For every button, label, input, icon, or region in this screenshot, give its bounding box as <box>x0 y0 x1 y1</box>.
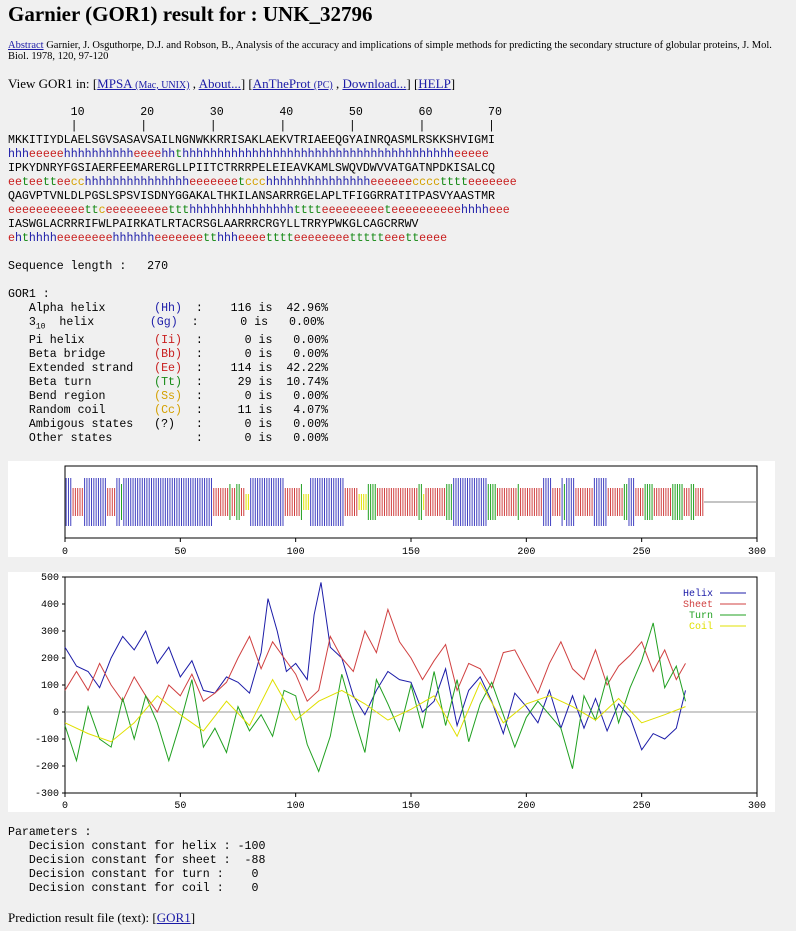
sequence-length-value: 270 <box>147 260 169 273</box>
prediction-result-file: Prediction result file (text): [GOR1] <box>8 910 196 925</box>
parameters: Parameters : Decision constant for helix… <box>8 826 265 896</box>
series-line-sheet <box>64 607 686 714</box>
help-link[interactable]: HELP <box>418 76 451 91</box>
x-tick-label: 250 <box>633 801 651 812</box>
state-row: Ambigous states (?) : 0 is 0.00% <box>8 418 329 432</box>
legend-label: Coil <box>689 621 713 633</box>
page-title: Garnier (GOR1) result for : UNK_32796 <box>8 2 373 26</box>
y-tick-label: 300 <box>41 627 59 638</box>
state-row: 310 helix (Gg) : 0 is 0.00% <box>8 316 324 332</box>
prediction-line: eeeeeeeeeeettceeeeeeeeettthhhhhhhhhhhhhh… <box>8 204 510 217</box>
state-table: Alpha helix (Hh) : 116 is 42.96% 310 hel… <box>8 302 328 446</box>
parameter-row: Decision constant for helix : -100 <box>8 840 266 853</box>
x-tick-label: 300 <box>748 547 766 557</box>
sequence-line: MKKITIYDLAELSGVSASAVSAILNGNWKKRRISAKLAEK… <box>8 134 496 147</box>
state-row: Other states : 0 is 0.00% <box>8 432 329 446</box>
prediction-line: hhheeeeehhhhhhhhhheeeehhthhhhhhhhhhhhhhh… <box>8 148 489 161</box>
series-line-turn <box>64 622 686 773</box>
state-row: Extended strand (Ee) : 114 is 42.22% <box>8 362 329 376</box>
chart-background <box>8 572 775 812</box>
x-tick-label: 200 <box>517 547 535 557</box>
x-tick-label: 50 <box>174 801 186 812</box>
sequence-alignment: 10 20 30 40 50 60 70 | | | | | | | MKKITI… <box>8 106 517 246</box>
sequence-line: IPKYDNRYFGSIAERFEEMARERGLLPIITCTRRRPELEI… <box>8 162 496 175</box>
gor1-file-link[interactable]: GOR1 <box>156 910 191 925</box>
x-tick-label: 0 <box>62 801 68 812</box>
mpsa-link[interactable]: MPSA (Mac, UNIX) <box>97 76 190 91</box>
view-in-label: View GOR1 in: <box>8 76 93 91</box>
x-tick-label: 100 <box>287 547 305 557</box>
x-tick-label: 200 <box>517 801 535 812</box>
y-tick-label: 100 <box>41 681 59 692</box>
x-tick-label: 150 <box>402 801 420 812</box>
x-tick-label: 100 <box>287 801 305 812</box>
sequence-lines: MKKITIYDLAELSGVSASAVSAILNGNWKKRRISAKLAEK… <box>8 134 517 246</box>
parameter-rows: Decision constant for helix : -100 Decis… <box>8 840 266 896</box>
state-row: Beta turn (Tt) : 29 is 10.74% <box>8 376 329 390</box>
state-row: Beta bridge (Bb) : 0 is 0.00% <box>8 348 329 362</box>
y-tick-label: 400 <box>41 600 59 611</box>
prediction-line: eeteetteecchhhhhhhhhhhhhhheeeeeeetccchhh… <box>8 176 517 189</box>
sequence-line: QAGVPTVNLDLPGSLSPSVISDNYGGAKALTHKILANSAR… <box>8 190 496 203</box>
state-row: Bend region (Ss) : 0 is 0.00% <box>8 390 329 404</box>
y-tick-label: -100 <box>35 735 59 746</box>
about-link-1[interactable]: About... <box>198 76 241 91</box>
gor-header: GOR1 : <box>8 288 50 301</box>
x-tick-label: 0 <box>62 547 68 557</box>
x-tick-label: 150 <box>402 547 420 557</box>
prediction-line: ehthhhheeeeeeeehhhhhheeeeeeetthhheeeettt… <box>8 232 448 245</box>
legend-label: Helix <box>683 588 713 600</box>
x-tick-label: 300 <box>748 801 766 812</box>
parameters-header: Parameters : <box>8 826 92 839</box>
legend-label: Sheet <box>683 599 713 611</box>
secondary-structure-bar-chart: 0 50 100 150 200 250 300 <box>8 461 775 557</box>
abstract-link[interactable]: Abstract <box>8 40 44 51</box>
legend-label: Turn <box>689 611 713 622</box>
parameter-row: Decision constant for coil : 0 <box>8 882 259 895</box>
parameter-row: Decision constant for turn : 0 <box>8 868 259 881</box>
download-link[interactable]: Download... <box>342 76 407 91</box>
x-tick-label: 250 <box>633 547 651 557</box>
sequence-length: Sequence length : 270 <box>8 260 169 273</box>
sequence-line: IASWGLACRRRIFWLPAIRKATLRTACRSGLAARRRCRGY… <box>8 218 419 231</box>
x-tick-label: 50 <box>174 547 186 557</box>
y-tick-label: 500 <box>41 573 59 584</box>
series-line-coil <box>64 678 686 743</box>
y-tick-label: -200 <box>35 762 59 773</box>
y-tick-label: 200 <box>41 654 59 665</box>
state-row: Random coil (Cc) : 11 is 4.07% <box>8 404 329 418</box>
y-tick-label: 0 <box>53 708 59 719</box>
parameter-row: Decision constant for sheet : -88 <box>8 854 266 867</box>
state-row: Pi helix (Ii) : 0 is 0.00% <box>8 334 329 348</box>
state-row: Alpha helix (Hh) : 116 is 42.96% <box>8 302 329 315</box>
citation: Abstract Garnier, J. Osguthorpe, D.J. an… <box>8 40 788 62</box>
citation-text: Garnier, J. Osguthorpe, D.J. and Robson,… <box>8 40 772 62</box>
position-ruler: 10 20 30 40 50 60 70 | | | | | | | <box>70 106 502 133</box>
gor-summary: GOR1 : Alpha helix (Hh) : 116 is 42.96% … <box>8 288 328 446</box>
view-in-links: View GOR1 in: [MPSA (Mac, UNIX) , About.… <box>8 76 456 91</box>
y-tick-label: -300 <box>35 789 59 800</box>
antheprot-link[interactable]: AnTheProt (PC) <box>252 76 333 91</box>
